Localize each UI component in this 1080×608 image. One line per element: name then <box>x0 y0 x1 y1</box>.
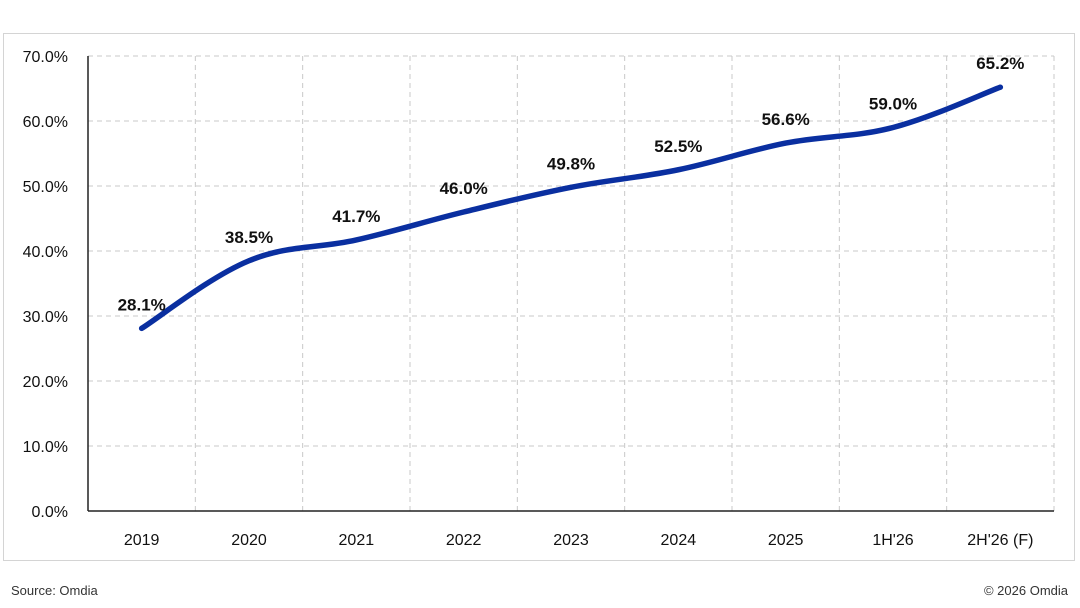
source-note: Source: Omdia <box>11 583 98 598</box>
data-label: 52.5% <box>654 137 702 156</box>
x-tick-label: 2023 <box>553 532 589 549</box>
x-tick-label: 2021 <box>339 532 375 549</box>
y-tick-label: 60.0% <box>23 114 68 131</box>
data-label: 56.6% <box>762 110 810 129</box>
data-point <box>997 84 1003 90</box>
data-label: 38.5% <box>225 228 273 247</box>
chart-frame <box>3 33 1075 561</box>
data-label: 28.1% <box>118 295 166 314</box>
x-tick-label: 2H'26 (F) <box>967 532 1033 549</box>
data-point <box>139 325 145 331</box>
copyright-note: © 2026 Omdia <box>983 583 1068 598</box>
data-point <box>890 125 896 130</box>
data-label: 65.2% <box>976 54 1024 73</box>
series-line <box>138 84 1004 332</box>
y-tick-label: 20.0% <box>23 374 68 391</box>
x-tick-label: 2025 <box>768 532 804 549</box>
x-tick-label: 2020 <box>231 532 267 549</box>
data-label: 49.8% <box>547 154 595 173</box>
y-tick-label: 40.0% <box>23 244 68 261</box>
data-point <box>675 167 681 173</box>
y-tick-label: 50.0% <box>23 179 68 196</box>
x-tick-label: 2019 <box>124 532 160 549</box>
data-point <box>568 184 574 190</box>
data-point <box>783 140 789 146</box>
data-label: 59.0% <box>869 95 917 114</box>
x-tick-label: 2022 <box>446 532 482 549</box>
data-point <box>461 209 467 215</box>
data-point <box>246 258 252 264</box>
x-tick-label: 1H'26 <box>872 532 913 549</box>
y-tick-label: 30.0% <box>23 309 68 326</box>
y-tick-label: 70.0% <box>23 49 68 66</box>
y-tick-label: 0.0% <box>32 504 68 521</box>
data-label: 46.0% <box>440 179 488 198</box>
data-point <box>353 237 359 243</box>
x-tick-label: 2024 <box>661 532 697 549</box>
y-tick-label: 10.0% <box>23 439 68 456</box>
data-label: 41.7% <box>332 207 380 226</box>
